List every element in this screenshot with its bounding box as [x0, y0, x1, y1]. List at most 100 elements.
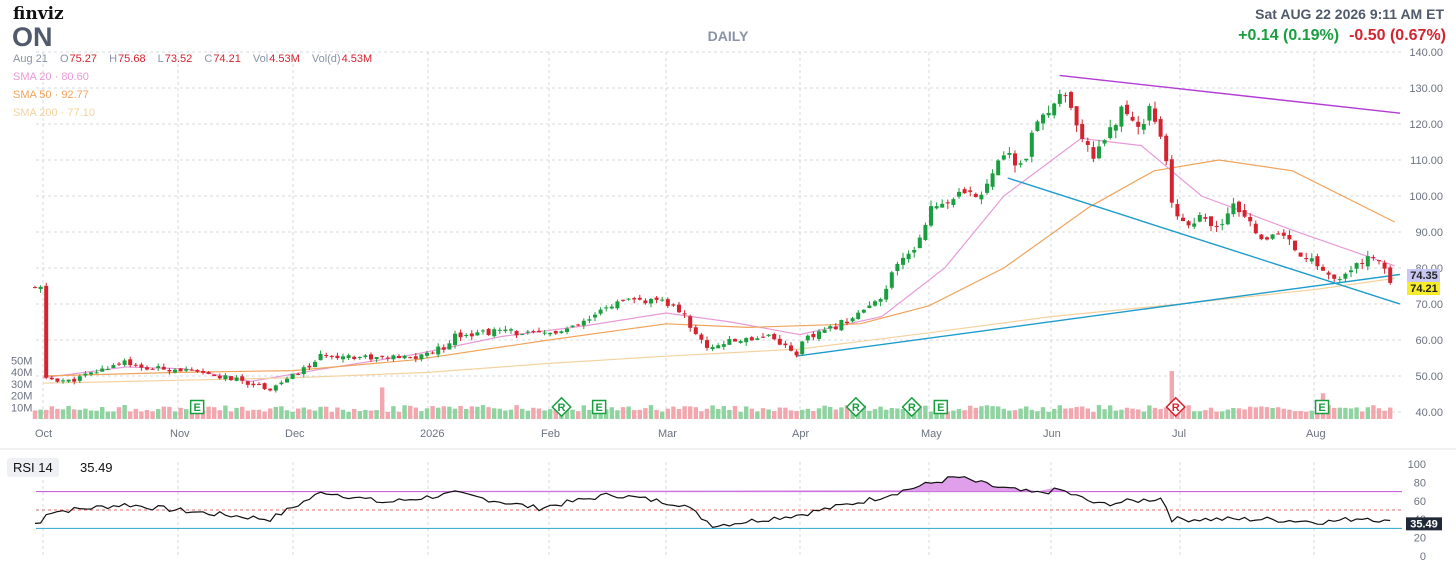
- candle-body: [901, 257, 905, 265]
- volume-bar: [77, 409, 82, 419]
- sma50-label: SMA 50: [13, 89, 52, 101]
- candle-body: [1242, 210, 1247, 217]
- candle-body: [1052, 103, 1057, 116]
- finviz-logo[interactable]: finviz: [13, 4, 64, 24]
- candlesticks: [33, 89, 1393, 393]
- candle-body: [1186, 221, 1191, 226]
- candle-body: [537, 330, 541, 333]
- candle-body: [873, 301, 877, 306]
- candle-body: [637, 297, 642, 300]
- event-marker-label: E: [595, 402, 602, 414]
- candle-body: [1018, 163, 1023, 165]
- volume-bar: [665, 408, 670, 419]
- volume-bar: [811, 411, 816, 419]
- volume-bar: [816, 408, 822, 419]
- volume-bar: [923, 405, 928, 419]
- candle-body: [1337, 279, 1342, 281]
- candle-body: [1108, 127, 1113, 138]
- candle-body: [262, 383, 267, 390]
- volume-bar: [245, 410, 250, 419]
- candle-body: [839, 320, 844, 331]
- price-tick-label: 70.00: [1415, 299, 1443, 311]
- candle-body: [161, 366, 166, 370]
- volume-bar: [928, 411, 934, 419]
- candle-body: [447, 343, 452, 350]
- trendlines: [795, 74, 1401, 357]
- candle-body: [749, 337, 754, 341]
- candle-body: [1035, 121, 1040, 131]
- candle-body: [716, 345, 721, 349]
- volume-bar: [172, 411, 178, 419]
- candle-body: [1382, 262, 1387, 269]
- volume-bar: [475, 406, 480, 419]
- volume-bar: [884, 409, 889, 419]
- candle-body: [402, 355, 407, 359]
- volume-bar: [1113, 410, 1118, 419]
- volume-bar: [363, 409, 368, 419]
- volume-bar: [60, 409, 66, 419]
- rsi-label[interactable]: RSI 14: [7, 458, 59, 477]
- candle-body: [475, 332, 480, 336]
- candle-body: [89, 372, 93, 375]
- candle-body: [1298, 252, 1303, 257]
- volume-bar: [945, 411, 950, 419]
- volume-bar: [1063, 408, 1068, 419]
- candle-body: [385, 357, 390, 359]
- candle-body: [61, 380, 65, 382]
- volume-bar: [1158, 409, 1163, 419]
- month-tick-label: 2026: [420, 428, 444, 440]
- candle-body: [273, 385, 278, 391]
- price-badge: [1407, 282, 1440, 295]
- price-grid: [0, 51, 1456, 558]
- candle-body: [1287, 235, 1292, 240]
- volume-bar: [385, 411, 390, 419]
- volume-bar: [273, 406, 278, 419]
- low-label: L: [157, 53, 164, 65]
- volume-bar: [88, 410, 94, 419]
- candle-body: [313, 361, 317, 368]
- candle-body: [962, 189, 967, 194]
- volume-bar: [508, 409, 514, 419]
- rsi-tick-label: 60: [1414, 496, 1426, 508]
- sma20-label: SMA 20: [13, 71, 52, 83]
- volume-bar: [441, 406, 446, 419]
- month-tick-label: Jun: [1043, 428, 1061, 440]
- candle-body: [531, 331, 536, 333]
- event-marker-label: R: [908, 402, 916, 414]
- volume-bar: [1225, 409, 1230, 419]
- volume-bar: [1220, 411, 1225, 419]
- open-label: O: [59, 53, 69, 65]
- volume-bar: [637, 409, 642, 419]
- candle-body: [1203, 217, 1208, 219]
- candle-body: [822, 329, 827, 333]
- candle-body: [38, 286, 43, 290]
- event-marker: [1165, 396, 1186, 418]
- candle-body: [940, 203, 945, 208]
- volume-bar: [1057, 405, 1062, 419]
- candle-body: [1253, 223, 1258, 234]
- volume-bar: [161, 406, 166, 419]
- candle-body: [514, 331, 519, 336]
- candle-body: [996, 160, 1001, 176]
- sma20-line: [42, 137, 1395, 383]
- volume-bar: [223, 405, 228, 419]
- volume-bar: [755, 411, 760, 419]
- candle-body: [1085, 141, 1090, 145]
- candle-body: [1057, 94, 1062, 104]
- candle-body: [923, 224, 928, 240]
- candle-body: [285, 378, 289, 383]
- volume-bar: [1192, 411, 1197, 419]
- volume-bar: [380, 387, 385, 419]
- volume-bar: [251, 409, 256, 419]
- candle-body: [1293, 240, 1297, 251]
- volume-bar: [648, 405, 654, 419]
- rsi-tick-label: 100: [1408, 459, 1426, 471]
- candle-body: [632, 298, 637, 300]
- volume-bar: [307, 409, 312, 419]
- volume-bar: [542, 410, 547, 419]
- event-marker: [591, 399, 607, 415]
- candle-body: [44, 285, 49, 378]
- volume-bar: [1035, 411, 1040, 419]
- volume-bar: [592, 410, 598, 419]
- volume-bar: [777, 407, 782, 419]
